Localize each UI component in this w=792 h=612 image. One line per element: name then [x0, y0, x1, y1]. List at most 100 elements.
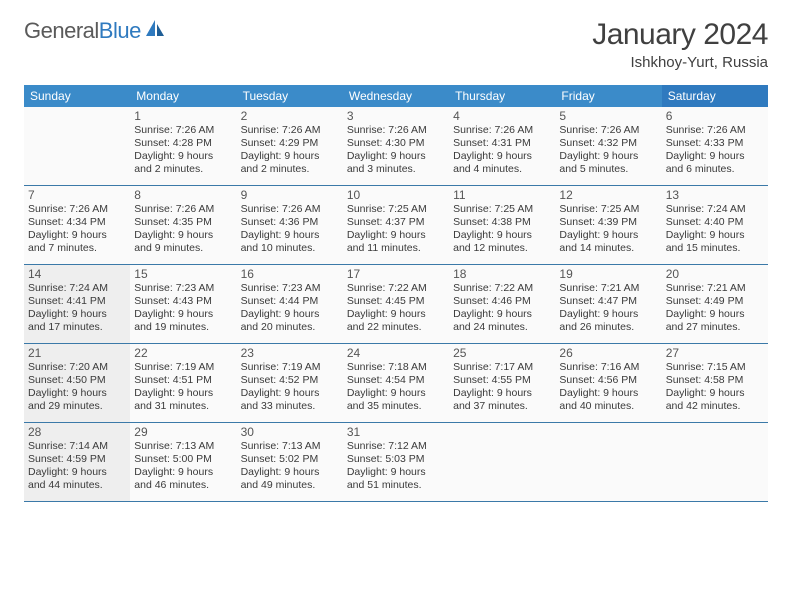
- info-line: Sunset: 4:46 PM: [453, 295, 551, 308]
- info-line: Daylight: 9 hours: [666, 308, 764, 321]
- info-line: and 44 minutes.: [28, 479, 126, 492]
- location: Ishkhoy-Yurt, Russia: [592, 54, 768, 71]
- info-line: Sunset: 4:37 PM: [347, 216, 445, 229]
- info-line: Sunset: 4:47 PM: [559, 295, 657, 308]
- day-number: 7: [28, 188, 126, 202]
- info-line: and 12 minutes.: [453, 242, 551, 255]
- day-number: 15: [134, 267, 232, 281]
- day-number: 22: [134, 346, 232, 360]
- info-line: Sunset: 5:03 PM: [347, 453, 445, 466]
- info-line: Sunrise: 7:25 AM: [453, 203, 551, 216]
- day-info: Sunrise: 7:26 AMSunset: 4:33 PMDaylight:…: [666, 124, 764, 177]
- day-number: 12: [559, 188, 657, 202]
- info-line: Sunrise: 7:12 AM: [347, 440, 445, 453]
- day-info: Sunrise: 7:20 AMSunset: 4:50 PMDaylight:…: [28, 361, 126, 414]
- day-info: Sunrise: 7:19 AMSunset: 4:52 PMDaylight:…: [241, 361, 339, 414]
- info-line: and 11 minutes.: [347, 242, 445, 255]
- info-line: Sunrise: 7:15 AM: [666, 361, 764, 374]
- info-line: Daylight: 9 hours: [347, 150, 445, 163]
- info-line: and 4 minutes.: [453, 163, 551, 176]
- empty-cell: [555, 423, 661, 501]
- info-line: and 2 minutes.: [241, 163, 339, 176]
- info-line: Sunrise: 7:23 AM: [134, 282, 232, 295]
- empty-cell: [24, 107, 130, 185]
- day-info: Sunrise: 7:25 AMSunset: 4:39 PMDaylight:…: [559, 203, 657, 256]
- day-cell: 29Sunrise: 7:13 AMSunset: 5:00 PMDayligh…: [130, 423, 236, 501]
- info-line: Daylight: 9 hours: [28, 466, 126, 479]
- info-line: Daylight: 9 hours: [666, 387, 764, 400]
- info-line: and 26 minutes.: [559, 321, 657, 334]
- day-cell: 17Sunrise: 7:22 AMSunset: 4:45 PMDayligh…: [343, 265, 449, 343]
- day-cell: 14Sunrise: 7:24 AMSunset: 4:41 PMDayligh…: [24, 265, 130, 343]
- day-cell: 20Sunrise: 7:21 AMSunset: 4:49 PMDayligh…: [662, 265, 768, 343]
- logo: GeneralBlue: [24, 18, 166, 44]
- info-line: and 19 minutes.: [134, 321, 232, 334]
- info-line: Sunset: 4:55 PM: [453, 374, 551, 387]
- day-info: Sunrise: 7:26 AMSunset: 4:29 PMDaylight:…: [241, 124, 339, 177]
- info-line: Daylight: 9 hours: [134, 308, 232, 321]
- day-number: 9: [241, 188, 339, 202]
- day-cell: 5Sunrise: 7:26 AMSunset: 4:32 PMDaylight…: [555, 107, 661, 185]
- day-number: 2: [241, 109, 339, 123]
- info-line: Sunrise: 7:26 AM: [241, 124, 339, 137]
- info-line: Daylight: 9 hours: [559, 229, 657, 242]
- info-line: and 35 minutes.: [347, 400, 445, 413]
- info-line: and 29 minutes.: [28, 400, 126, 413]
- info-line: Daylight: 9 hours: [453, 387, 551, 400]
- info-line: Sunset: 4:35 PM: [134, 216, 232, 229]
- info-line: Daylight: 9 hours: [559, 308, 657, 321]
- info-line: Sunset: 4:38 PM: [453, 216, 551, 229]
- info-line: Daylight: 9 hours: [134, 229, 232, 242]
- day-number: 8: [134, 188, 232, 202]
- info-line: Sunrise: 7:19 AM: [241, 361, 339, 374]
- info-line: Sunrise: 7:26 AM: [453, 124, 551, 137]
- day-number: 28: [28, 425, 126, 439]
- day-cell: 9Sunrise: 7:26 AMSunset: 4:36 PMDaylight…: [237, 186, 343, 264]
- day-info: Sunrise: 7:26 AMSunset: 4:32 PMDaylight:…: [559, 124, 657, 177]
- day-info: Sunrise: 7:18 AMSunset: 4:54 PMDaylight:…: [347, 361, 445, 414]
- info-line: Sunset: 4:32 PM: [559, 137, 657, 150]
- title-block: January 2024 Ishkhoy-Yurt, Russia: [592, 18, 768, 71]
- info-line: and 37 minutes.: [453, 400, 551, 413]
- info-line: Sunset: 4:45 PM: [347, 295, 445, 308]
- info-line: Sunrise: 7:26 AM: [134, 124, 232, 137]
- week-row: 7Sunrise: 7:26 AMSunset: 4:34 PMDaylight…: [24, 186, 768, 265]
- day-cell: 23Sunrise: 7:19 AMSunset: 4:52 PMDayligh…: [237, 344, 343, 422]
- day-number: 20: [666, 267, 764, 281]
- day-number: 19: [559, 267, 657, 281]
- day-number: 3: [347, 109, 445, 123]
- day-cell: 7Sunrise: 7:26 AMSunset: 4:34 PMDaylight…: [24, 186, 130, 264]
- day-number: 30: [241, 425, 339, 439]
- sail-icon: [144, 18, 166, 44]
- day-number: 26: [559, 346, 657, 360]
- info-line: Daylight: 9 hours: [241, 387, 339, 400]
- info-line: Daylight: 9 hours: [666, 229, 764, 242]
- day-cell: 28Sunrise: 7:14 AMSunset: 4:59 PMDayligh…: [24, 423, 130, 501]
- info-line: Daylight: 9 hours: [666, 150, 764, 163]
- day-number: 25: [453, 346, 551, 360]
- info-line: and 10 minutes.: [241, 242, 339, 255]
- day-info: Sunrise: 7:17 AMSunset: 4:55 PMDaylight:…: [453, 361, 551, 414]
- info-line: Sunset: 4:28 PM: [134, 137, 232, 150]
- info-line: Sunset: 4:49 PM: [666, 295, 764, 308]
- day-cell: 26Sunrise: 7:16 AMSunset: 4:56 PMDayligh…: [555, 344, 661, 422]
- info-line: and 7 minutes.: [28, 242, 126, 255]
- day-number: 16: [241, 267, 339, 281]
- info-line: Daylight: 9 hours: [241, 229, 339, 242]
- info-line: Sunset: 5:02 PM: [241, 453, 339, 466]
- info-line: Sunrise: 7:21 AM: [666, 282, 764, 295]
- weekday-friday: Friday: [555, 85, 661, 107]
- empty-cell: [662, 423, 768, 501]
- day-info: Sunrise: 7:23 AMSunset: 4:43 PMDaylight:…: [134, 282, 232, 335]
- info-line: Sunset: 4:29 PM: [241, 137, 339, 150]
- day-info: Sunrise: 7:21 AMSunset: 4:47 PMDaylight:…: [559, 282, 657, 335]
- day-number: 1: [134, 109, 232, 123]
- week-row: 21Sunrise: 7:20 AMSunset: 4:50 PMDayligh…: [24, 344, 768, 423]
- info-line: and 17 minutes.: [28, 321, 126, 334]
- day-number: 10: [347, 188, 445, 202]
- day-info: Sunrise: 7:26 AMSunset: 4:30 PMDaylight:…: [347, 124, 445, 177]
- day-info: Sunrise: 7:22 AMSunset: 4:45 PMDaylight:…: [347, 282, 445, 335]
- week-row: 14Sunrise: 7:24 AMSunset: 4:41 PMDayligh…: [24, 265, 768, 344]
- info-line: and 46 minutes.: [134, 479, 232, 492]
- day-info: Sunrise: 7:25 AMSunset: 4:37 PMDaylight:…: [347, 203, 445, 256]
